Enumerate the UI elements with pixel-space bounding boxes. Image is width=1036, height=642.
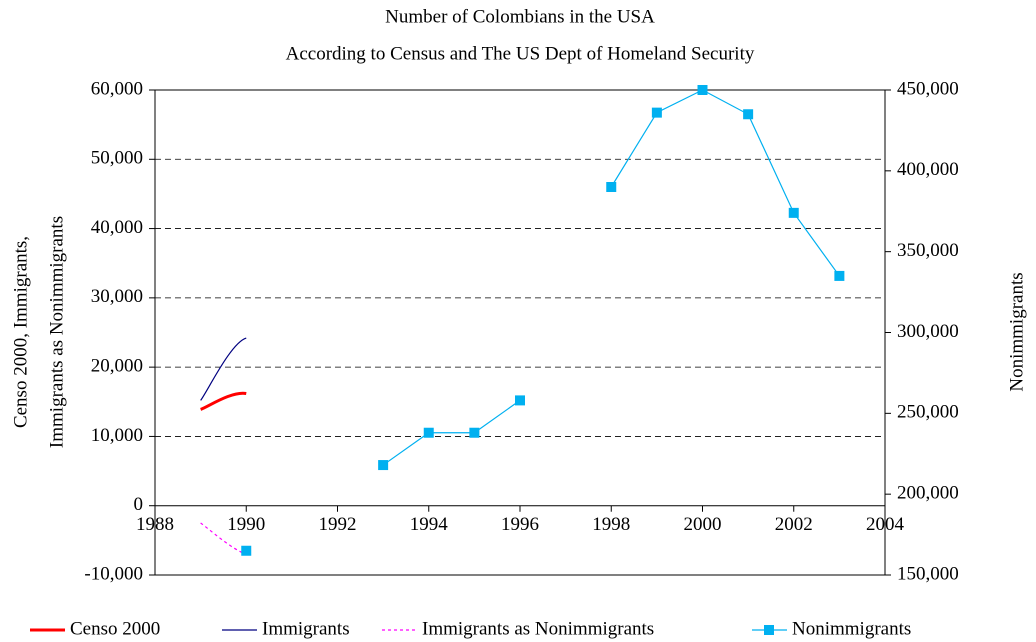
x-tick-label: 1998 [592, 514, 630, 535]
x-tick-label: 1992 [319, 514, 357, 535]
chart-subtitle: According to Census and The US Dept of H… [286, 43, 755, 64]
x-tick-label: 1988 [136, 514, 174, 535]
y-tick-label: 40,000 [91, 217, 143, 238]
x-tick-label: 2000 [684, 514, 722, 535]
y-axis-title: Censo 2000, Immigrants, [10, 236, 31, 428]
y2-tick-label: 350,000 [897, 240, 959, 261]
y-tick-label: -10,000 [84, 563, 143, 584]
y-tick-label: 60,000 [91, 78, 143, 99]
y-tick-label: 50,000 [91, 148, 143, 169]
point-marker [651, 107, 662, 118]
point-marker [469, 427, 480, 438]
chart-title: Number of Colombians in the USA [385, 6, 655, 27]
plot-area [154, 89, 886, 576]
y-tick-label: 0 [134, 494, 144, 515]
x-tick-label: 2004 [866, 514, 905, 535]
x-tick-label: 1994 [410, 514, 449, 535]
x-tick-label: 2002 [775, 514, 813, 535]
legend-label: Immigrants as Nonimmigrants [422, 618, 654, 639]
point-marker [788, 207, 799, 218]
x-tick-label: 1990 [227, 514, 265, 535]
series-line [382, 89, 840, 466]
series-line [200, 337, 247, 401]
y2-tick-label: 300,000 [897, 321, 959, 342]
y2-tick-label: 250,000 [897, 402, 959, 423]
point-marker [743, 109, 754, 120]
point-marker [697, 85, 708, 95]
y2-tick-label: 200,000 [897, 483, 959, 504]
legend-marker [764, 625, 774, 635]
y-tick-label: 20,000 [91, 356, 143, 377]
point-marker [423, 427, 434, 438]
legend-label: Nonimmigrants [792, 618, 911, 639]
series-line [200, 391, 247, 411]
legend-label: Immigrants [262, 618, 350, 639]
y2-axis-title: Nonimmigrants [1006, 272, 1027, 391]
y-axis-title: Immigrants as Nonimmigrants [46, 216, 67, 448]
y2-tick-label: 150,000 [897, 563, 959, 584]
point-marker [241, 545, 252, 556]
point-marker [834, 270, 845, 281]
point-marker [515, 395, 525, 406]
x-tick-label: 1996 [501, 514, 539, 535]
legend-label: Censo 2000 [70, 618, 160, 639]
y2-tick-label: 450,000 [897, 78, 959, 99]
y-tick-label: 30,000 [91, 286, 143, 307]
y-tick-label: 10,000 [91, 425, 143, 446]
point-marker [378, 460, 389, 471]
point-marker [606, 182, 617, 192]
y2-tick-label: 400,000 [897, 159, 959, 180]
